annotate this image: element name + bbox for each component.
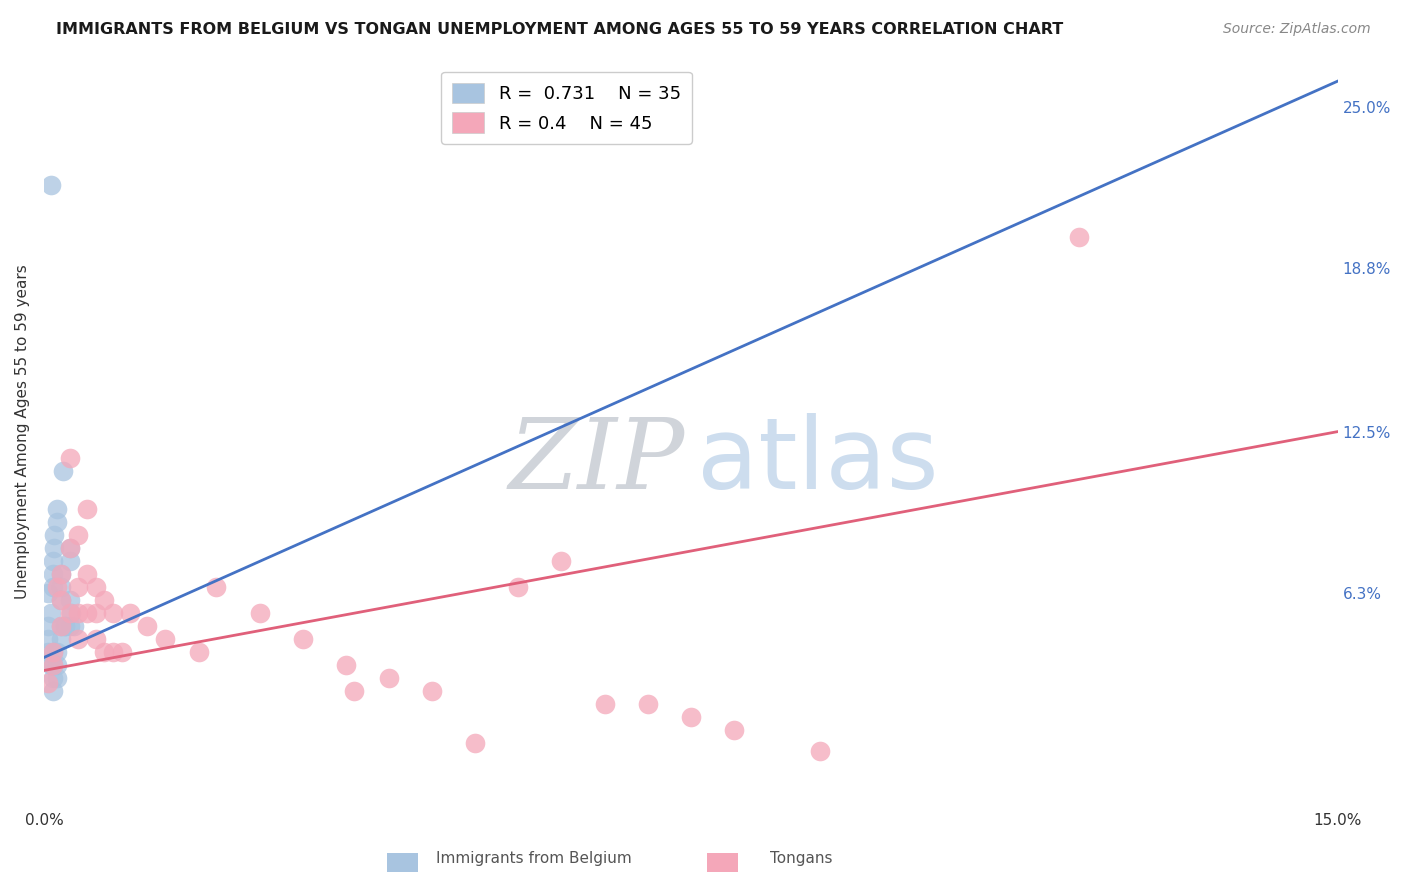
Text: Tongans: Tongans [770, 851, 832, 865]
Point [335, 658, 357, 673]
Point [49, 593, 72, 607]
Point [41, 658, 63, 673]
Text: atlas: atlas [697, 413, 939, 510]
Point [49, 567, 72, 582]
Point [60, 607, 83, 621]
Point [55, 619, 77, 633]
Y-axis label: Unemployment Among Ages 55 to 59 years: Unemployment Among Ages 55 to 59 years [15, 264, 30, 599]
Point [84, 581, 107, 595]
Point [101, 645, 124, 659]
Point [45, 671, 67, 685]
Point [41, 554, 63, 568]
Point [637, 697, 659, 711]
Point [55, 619, 77, 633]
Point [45, 645, 67, 659]
Point [136, 619, 159, 633]
Point [37, 585, 59, 599]
Point [110, 645, 132, 659]
Point [37, 632, 59, 647]
Point [378, 671, 401, 685]
Point [37, 676, 59, 690]
Point [41, 671, 63, 685]
Point [67, 581, 90, 595]
Point [291, 632, 314, 647]
Point [93, 593, 115, 607]
Point [45, 581, 67, 595]
Point [41, 645, 63, 659]
Point [464, 736, 486, 750]
Point [249, 607, 271, 621]
Point [41, 645, 63, 659]
Point [52, 464, 75, 478]
Point [49, 619, 72, 633]
Point [59, 541, 82, 556]
Point [41, 658, 63, 673]
Text: Source: ZipAtlas.com: Source: ZipAtlas.com [1223, 22, 1371, 37]
Point [593, 697, 616, 711]
Point [37, 645, 59, 659]
Text: Immigrants from Belgium: Immigrants from Belgium [436, 851, 633, 865]
Point [59, 593, 82, 607]
Text: IMMIGRANTS FROM BELGIUM VS TONGAN UNEMPLOYMENT AMONG AGES 55 TO 59 YEARS CORRELA: IMMIGRANTS FROM BELGIUM VS TONGAN UNEMPL… [56, 22, 1063, 37]
Text: ZIP: ZIP [508, 414, 685, 509]
Point [41, 581, 63, 595]
Point [550, 554, 572, 568]
Point [84, 607, 107, 621]
Legend: R =  0.731    N = 35, R = 0.4    N = 45: R = 0.731 N = 35, R = 0.4 N = 45 [441, 71, 692, 145]
Point [44, 541, 66, 556]
Point [39, 607, 62, 621]
Point [63, 619, 86, 633]
Point [153, 632, 176, 647]
Point [76, 502, 98, 516]
Point [101, 607, 124, 621]
Point [120, 607, 142, 621]
Point [76, 567, 98, 582]
Point [45, 516, 67, 530]
Point [45, 658, 67, 673]
Point [37, 619, 59, 633]
Point [59, 450, 82, 465]
Point [93, 645, 115, 659]
Point [343, 684, 366, 698]
Point [59, 541, 82, 556]
Point [49, 567, 72, 582]
Point [76, 607, 98, 621]
Point [59, 619, 82, 633]
Point [49, 593, 72, 607]
Point [1067, 230, 1090, 244]
Point [420, 684, 443, 698]
Point [41, 684, 63, 698]
Point [41, 567, 63, 582]
Point [84, 632, 107, 647]
Point [59, 607, 82, 621]
Point [45, 502, 67, 516]
Point [508, 581, 530, 595]
Point [67, 528, 90, 542]
Point [59, 554, 82, 568]
Point [49, 632, 72, 647]
Point [808, 744, 831, 758]
Point [723, 723, 745, 738]
Point [188, 645, 211, 659]
Point [49, 619, 72, 633]
Point [49, 581, 72, 595]
Point [67, 607, 90, 621]
Point [205, 581, 228, 595]
Point [39, 178, 62, 192]
Point [67, 632, 90, 647]
Point [679, 710, 702, 724]
Point [44, 528, 66, 542]
Point [39, 658, 62, 673]
